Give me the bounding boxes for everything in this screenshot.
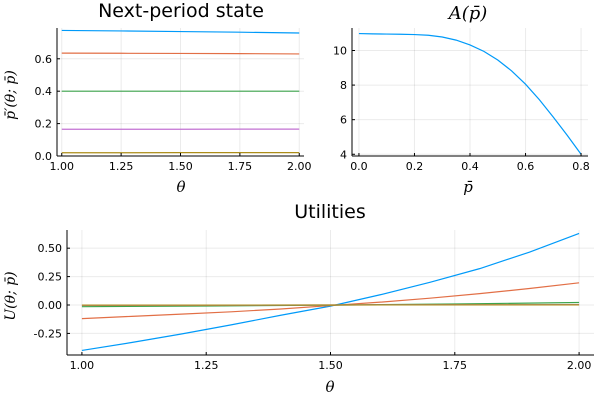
utilities-ytick-label: 0.00 [38,299,63,312]
next-state-series-1-line [61,29,300,34]
next-state-title: Next-period state [98,0,264,22]
a-pbar-ytick-label: 8 [340,79,347,92]
next-state-ylabel: p̄′(θ; p̄) [3,70,19,120]
utilities-xtick-label: 1.00 [70,359,95,372]
next-state-xtick-label: 1.00 [50,160,75,173]
next-state-ytick-label: 0.2 [35,118,53,131]
a-pbar-xtick-label: 0.4 [461,160,479,173]
a-pbar-ytick-label: 6 [340,114,347,127]
a-pbar-title: A(p̄) [447,3,488,24]
a-pbar-series-1-line [358,32,582,155]
next-state-series-2-line [61,52,300,55]
next-state-xtick-label: 2.00 [287,160,312,173]
utilities-xtick-label: 2.00 [567,359,592,372]
a-pbar-xtick-label: 0.2 [406,160,424,173]
utilities-title: Utilities [294,201,366,223]
a-pbar-xtick-label: 0.8 [572,160,590,173]
next-state-xtick-label: 1.25 [109,160,134,173]
next-state-panel: Next-period state 1.00 1.25 1.50 1.75 2.00 0… [3,0,312,196]
a-pbar-xlabel: p̄ [463,178,473,196]
utilities-ytick-label: -0.25 [34,327,62,340]
a-pbar-ytick-label: 10 [333,44,347,57]
a-pbar-panel: A(p̄) 0.0 0.2 0.4 0.6 0.8 4 6 8 10 p̄ [333,3,590,196]
utilities-ylabel: U(θ; p̄) [3,271,19,320]
utilities-xtick-label: 1.75 [443,359,468,372]
next-state-ytick-label: 0.4 [35,85,53,98]
next-state-ytick-label: 0.0 [35,150,53,163]
utilities-xlabel: θ [325,378,334,396]
a-pbar-ytick-label: 4 [340,148,347,161]
utilities-panel: Utilities 1.00 1.25 1.50 1.75 2.00 -0.25 0.00… [3,201,594,396]
next-state-xtick-label: 1.75 [228,160,253,173]
next-state-xlabel: θ [176,178,185,196]
utilities-ytick-label: 0.25 [38,271,63,284]
utilities-ytick-label: 0.50 [38,242,63,255]
a-pbar-xtick-label: 0.0 [350,160,368,173]
utilities-xtick-label: 1.25 [194,359,219,372]
utilities-xtick-label: 1.50 [318,359,343,372]
a-pbar-xtick-label: 0.6 [517,160,535,173]
next-state-ytick-label: 0.6 [35,53,53,66]
next-state-xtick-label: 1.50 [168,160,193,173]
